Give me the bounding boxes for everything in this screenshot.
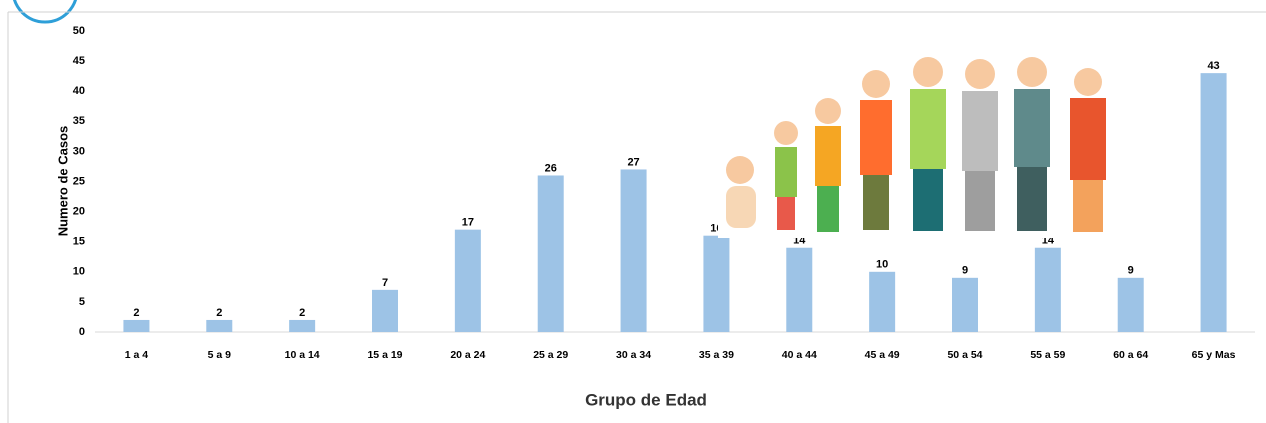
- bar: [1201, 73, 1227, 332]
- x-tick-label: 65 y Mas: [1192, 349, 1236, 361]
- y-tick-label: 15: [73, 236, 85, 248]
- y-axis-title: Numero de Casos: [55, 126, 70, 237]
- bar: [621, 169, 647, 332]
- y-tick-label: 25: [73, 175, 85, 187]
- x-tick-label: 30 a 34: [616, 349, 651, 361]
- logo-circle: [13, 0, 77, 22]
- value-label: 10: [876, 259, 888, 271]
- bar: [538, 175, 564, 332]
- bar: [869, 272, 895, 332]
- x-axis-title: Grupo de Edad: [585, 390, 707, 409]
- y-tick-label: 10: [73, 266, 85, 278]
- bar: [206, 320, 232, 332]
- value-label: 17: [462, 217, 474, 229]
- x-tick-label: 55 a 59: [1030, 349, 1065, 361]
- bar: [1118, 278, 1144, 332]
- value-label: 2: [216, 307, 222, 319]
- y-tick-label: 20: [73, 206, 85, 218]
- y-tick-label: 50: [73, 25, 85, 37]
- bar: [952, 278, 978, 332]
- page: Numero de Casos Grupo de Edad 0510152025…: [0, 0, 1266, 423]
- bar: [455, 230, 481, 332]
- x-tick-label: 35 a 39: [699, 349, 734, 361]
- value-label: 27: [627, 156, 639, 168]
- bar: [703, 236, 729, 332]
- x-tick-label: 20 a 24: [450, 349, 485, 361]
- value-label: 9: [962, 265, 968, 277]
- x-tick-label: 50 a 54: [947, 349, 982, 361]
- bar: [289, 320, 315, 332]
- bar: [372, 290, 398, 332]
- x-tick-label: 40 a 44: [782, 349, 817, 361]
- y-tick-label: 5: [79, 296, 85, 308]
- value-label: 9: [1128, 265, 1134, 277]
- y-tick-label: 0: [79, 326, 85, 338]
- value-label: 2: [299, 307, 305, 319]
- bar: [1035, 248, 1061, 332]
- illustration: [718, 45, 1116, 238]
- x-tick-label: 45 a 49: [865, 349, 900, 361]
- y-tick-label: 40: [73, 85, 85, 97]
- bar: [786, 248, 812, 332]
- y-tick-label: 30: [73, 145, 85, 157]
- y-tick-label: 35: [73, 115, 85, 127]
- y-tick-label: 45: [73, 55, 85, 67]
- x-tick-label: 10 a 14: [285, 349, 320, 361]
- x-tick-label: 5 a 9: [208, 349, 232, 361]
- x-tick-label: 15 a 19: [367, 349, 402, 361]
- x-tick-label: 1 a 4: [125, 349, 149, 361]
- bar: [123, 320, 149, 332]
- x-tick-label: 25 a 29: [533, 349, 568, 361]
- value-label: 2: [133, 307, 139, 319]
- chart: Numero de Casos Grupo de Edad 0510152025…: [0, 0, 1266, 423]
- x-tick-label: 60 a 64: [1113, 349, 1148, 361]
- value-label: 43: [1207, 60, 1219, 72]
- value-label: 26: [545, 162, 557, 174]
- value-label: 7: [382, 277, 388, 289]
